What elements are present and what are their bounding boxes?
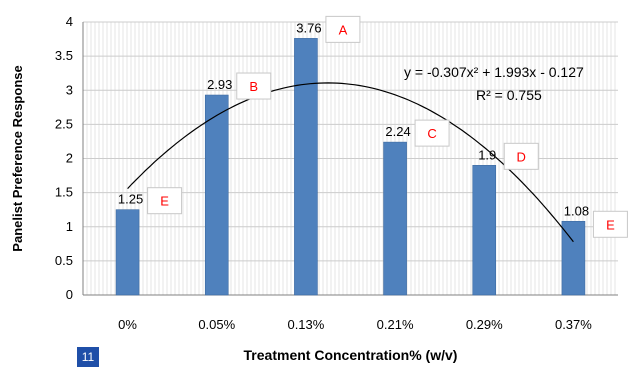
bar-value-label: 3.76 <box>296 20 321 35</box>
significance-letter: A <box>339 22 348 37</box>
letter-box <box>147 187 183 215</box>
bar-value-label: 1.08 <box>564 203 589 218</box>
bar <box>204 94 229 296</box>
letter-box <box>325 15 361 43</box>
bar <box>383 141 407 296</box>
significance-letter: B <box>249 79 258 94</box>
significance-letter: E <box>160 194 169 209</box>
y-tick-label: 1 <box>66 219 73 234</box>
x-tick-label: 0.29% <box>466 317 503 332</box>
significance-letter: D <box>517 149 526 164</box>
y-tick-label: 0 <box>66 287 73 302</box>
y-tick-label: 1.5 <box>55 185 73 200</box>
bar <box>472 165 497 296</box>
significance-letter: E <box>606 217 615 232</box>
x-tick-label: 0% <box>118 317 137 332</box>
trendline-r2: R² = 0.755 <box>476 87 542 103</box>
y-tick-label: 3 <box>66 82 73 97</box>
letter-box <box>414 119 450 147</box>
page-number-badge: 11 <box>77 347 99 367</box>
y-tick-label: 4 <box>66 14 73 29</box>
y-axis-title: Panelist Preference Response <box>10 65 25 251</box>
x-tick-label: 0.05% <box>198 317 235 332</box>
trendline-equation: y = -0.307x² + 1.993x - 0.127 <box>404 64 584 80</box>
bar-value-label: 1.9 <box>478 147 496 162</box>
y-tick-label: 3.5 <box>55 48 73 63</box>
y-tick-label: 0.5 <box>55 253 73 268</box>
letter-box <box>236 72 272 100</box>
bar <box>561 220 586 296</box>
bar-value-label: 2.93 <box>207 77 232 92</box>
x-axis-title: Treatment Concentration% (w/v) <box>244 347 458 363</box>
x-tick-label: 0.21% <box>377 317 414 332</box>
letter-box <box>592 210 628 238</box>
y-tick-label: 2.5 <box>55 116 73 131</box>
bar <box>115 209 140 296</box>
bar-value-label: 2.24 <box>385 124 410 139</box>
trendline-curve <box>127 82 574 243</box>
bar-value-label: 1.25 <box>118 192 143 207</box>
x-tick-label: 0.37% <box>555 317 592 332</box>
letter-box <box>503 142 539 170</box>
bar <box>294 38 318 296</box>
y-tick-label: 2 <box>66 151 73 166</box>
x-tick-label: 0.13% <box>287 317 324 332</box>
significance-letter: C <box>427 126 436 141</box>
